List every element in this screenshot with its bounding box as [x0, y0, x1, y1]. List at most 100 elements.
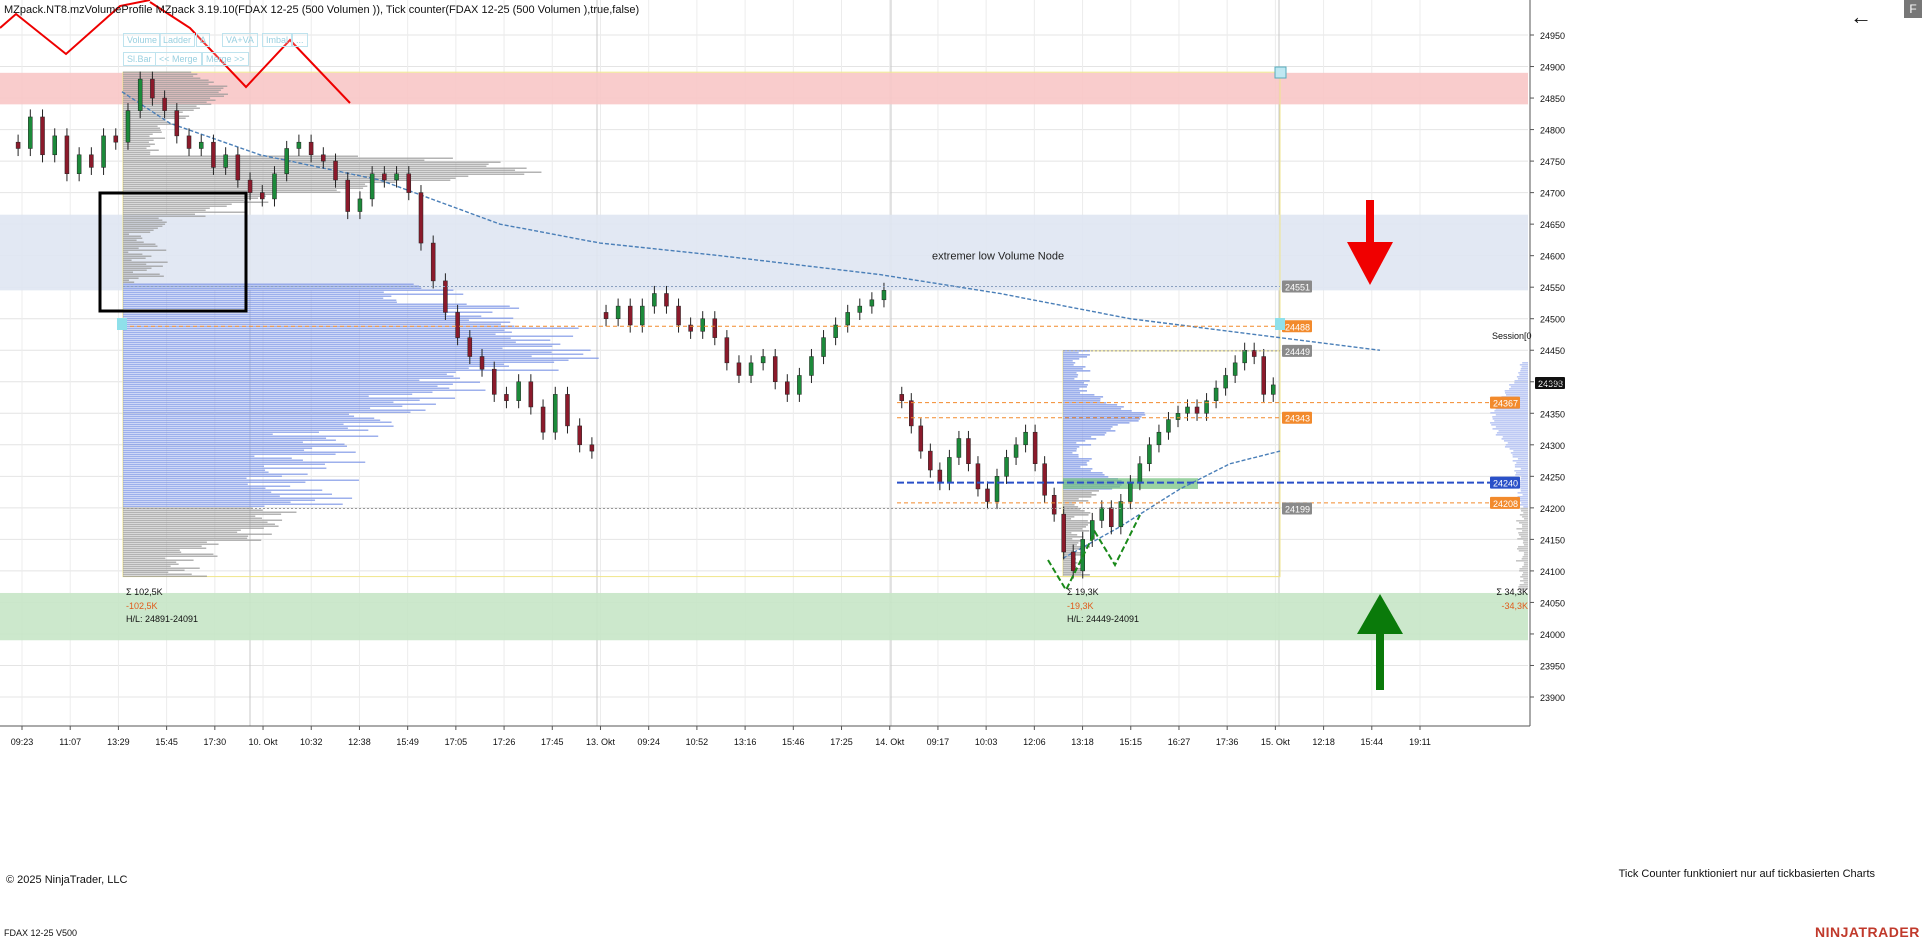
candle-body	[797, 375, 802, 395]
candlesticks	[15, 71, 1276, 579]
zigzag-drawing-2	[149, 1, 351, 104]
candle-body	[1242, 349, 1247, 364]
candle-body	[985, 488, 990, 502]
rectangle-drawing	[98, 191, 248, 313]
candle-body	[89, 154, 94, 168]
indicator-header: MZpack.NT8.mzVolumeProfile MZpack 3.19.1…	[4, 4, 640, 16]
profile-1-delta: -102,5K	[126, 601, 158, 611]
vwap-curve-2	[1062, 450, 1281, 559]
y-tick-label: 24450	[1540, 346, 1565, 356]
candle-body	[357, 198, 363, 212]
x-tick-label: 10:32	[300, 737, 323, 747]
up-arrow-icon	[1357, 594, 1403, 634]
profile-toolbar-button[interactable]: VA+VA	[222, 33, 258, 47]
candle-body	[1070, 551, 1076, 572]
profile-3-delta: -34,3K	[1501, 601, 1528, 611]
candle-body	[76, 154, 82, 174]
candle-body	[1042, 463, 1047, 496]
x-tick-label: 15:46	[782, 737, 805, 747]
y-tick-label: 24200	[1540, 504, 1565, 514]
x-tick-label: 13:29	[107, 737, 130, 747]
y-tick-label: 24000	[1540, 630, 1565, 640]
candle-body	[1051, 494, 1057, 515]
candle-body	[975, 463, 981, 490]
candle-body	[52, 135, 57, 156]
profile-toolbar-button[interactable]: Volume	[123, 33, 162, 47]
x-tick-label: 16:27	[1168, 737, 1191, 747]
candle-body	[235, 154, 241, 181]
level-tag	[1535, 377, 1565, 390]
profile-2-delta: -19,3K	[1067, 601, 1094, 611]
x-tick-label: 10. Okt	[249, 737, 279, 747]
profile-toolbar-button[interactable]: Δ	[196, 33, 211, 47]
candle-body	[700, 318, 705, 332]
profile-toolbar-button[interactable]: Sl.Bar	[123, 52, 156, 66]
x-tick-label: 17:25	[830, 737, 853, 747]
candle-body	[223, 154, 228, 168]
candle-body	[994, 476, 1000, 502]
profile-toolbar-button[interactable]: Merge >>	[202, 52, 249, 66]
level-tag	[1282, 320, 1312, 333]
instrument-label: FDAX 12-25 V500	[4, 928, 78, 938]
candle-body	[284, 148, 289, 174]
x-tick-label: 14. Okt	[875, 737, 905, 747]
profile-2-hl: H/L: 24449-24091	[1067, 614, 1139, 624]
level-tag-label: 24398	[1538, 379, 1563, 389]
candle-body	[1261, 356, 1266, 395]
x-tick-label: 09:17	[927, 737, 950, 747]
candle-body	[664, 293, 669, 307]
candle-body	[504, 394, 509, 401]
candle-body	[577, 425, 582, 446]
f-button[interactable]: F	[1904, 0, 1922, 18]
candle-body	[125, 110, 131, 143]
profile-toolbar-button[interactable]: Ladder	[159, 33, 196, 47]
axes: 24950 24900 24850 24800 24750 24700 24650 24600…	[0, 0, 1565, 747]
candle-body	[785, 381, 790, 395]
x-tick-label: 12:38	[348, 737, 371, 747]
profile-toolbar-button[interactable]: << Merge	[155, 52, 202, 66]
x-tick-label: 09:24	[637, 737, 660, 747]
y-tick-label: 24300	[1540, 441, 1565, 451]
profile-handle	[117, 318, 127, 330]
candle-body	[1004, 457, 1009, 477]
x-tick-label: 12:06	[1023, 737, 1046, 747]
down-arrow-icon	[1347, 242, 1393, 285]
candle-body	[676, 305, 681, 326]
close-profile-icon	[1274, 66, 1287, 79]
candle-body	[333, 160, 338, 181]
candle-body	[162, 97, 167, 111]
candle-body	[455, 312, 460, 338]
level-tag	[1490, 496, 1520, 509]
candle-body	[150, 78, 155, 99]
candle-body	[1099, 507, 1105, 521]
candle-body	[869, 299, 875, 307]
candle-body	[1023, 431, 1028, 446]
candle-body	[321, 154, 326, 162]
x-tick-label: 12:18	[1312, 737, 1335, 747]
level-tag-label: 24343	[1285, 414, 1310, 424]
arrow-left-icon[interactable]: ←	[1850, 4, 1872, 29]
candle-body	[627, 305, 633, 326]
candle-body	[615, 305, 621, 319]
profile-3-sum: Σ 34,3K	[1496, 587, 1528, 597]
y-tick-label: 24050	[1540, 598, 1565, 608]
profile-toolbar-button[interactable]: ...	[292, 33, 308, 47]
candle-body	[1109, 507, 1114, 528]
profile-toolbar-button[interactable]: Imbal	[262, 33, 293, 47]
candle-body	[1251, 349, 1257, 357]
lvn-label: extremer low Volume Node	[932, 251, 1064, 263]
candle-body	[589, 444, 595, 452]
zone-low-volume-node	[0, 214, 1528, 291]
y-tick-label: 24800	[1540, 126, 1565, 136]
level-tag-label: 24199	[1285, 504, 1310, 514]
level-tag	[1282, 344, 1312, 357]
drawings[interactable]	[0, 0, 1403, 690]
candle-body	[712, 318, 718, 338]
candle-body	[272, 173, 277, 200]
candle-body	[467, 337, 473, 357]
level-tag-label: 24449	[1285, 347, 1310, 357]
candle-body	[736, 362, 742, 376]
x-tick-label: 13. Okt	[586, 737, 616, 747]
y-tick-label: 24250	[1540, 472, 1565, 482]
